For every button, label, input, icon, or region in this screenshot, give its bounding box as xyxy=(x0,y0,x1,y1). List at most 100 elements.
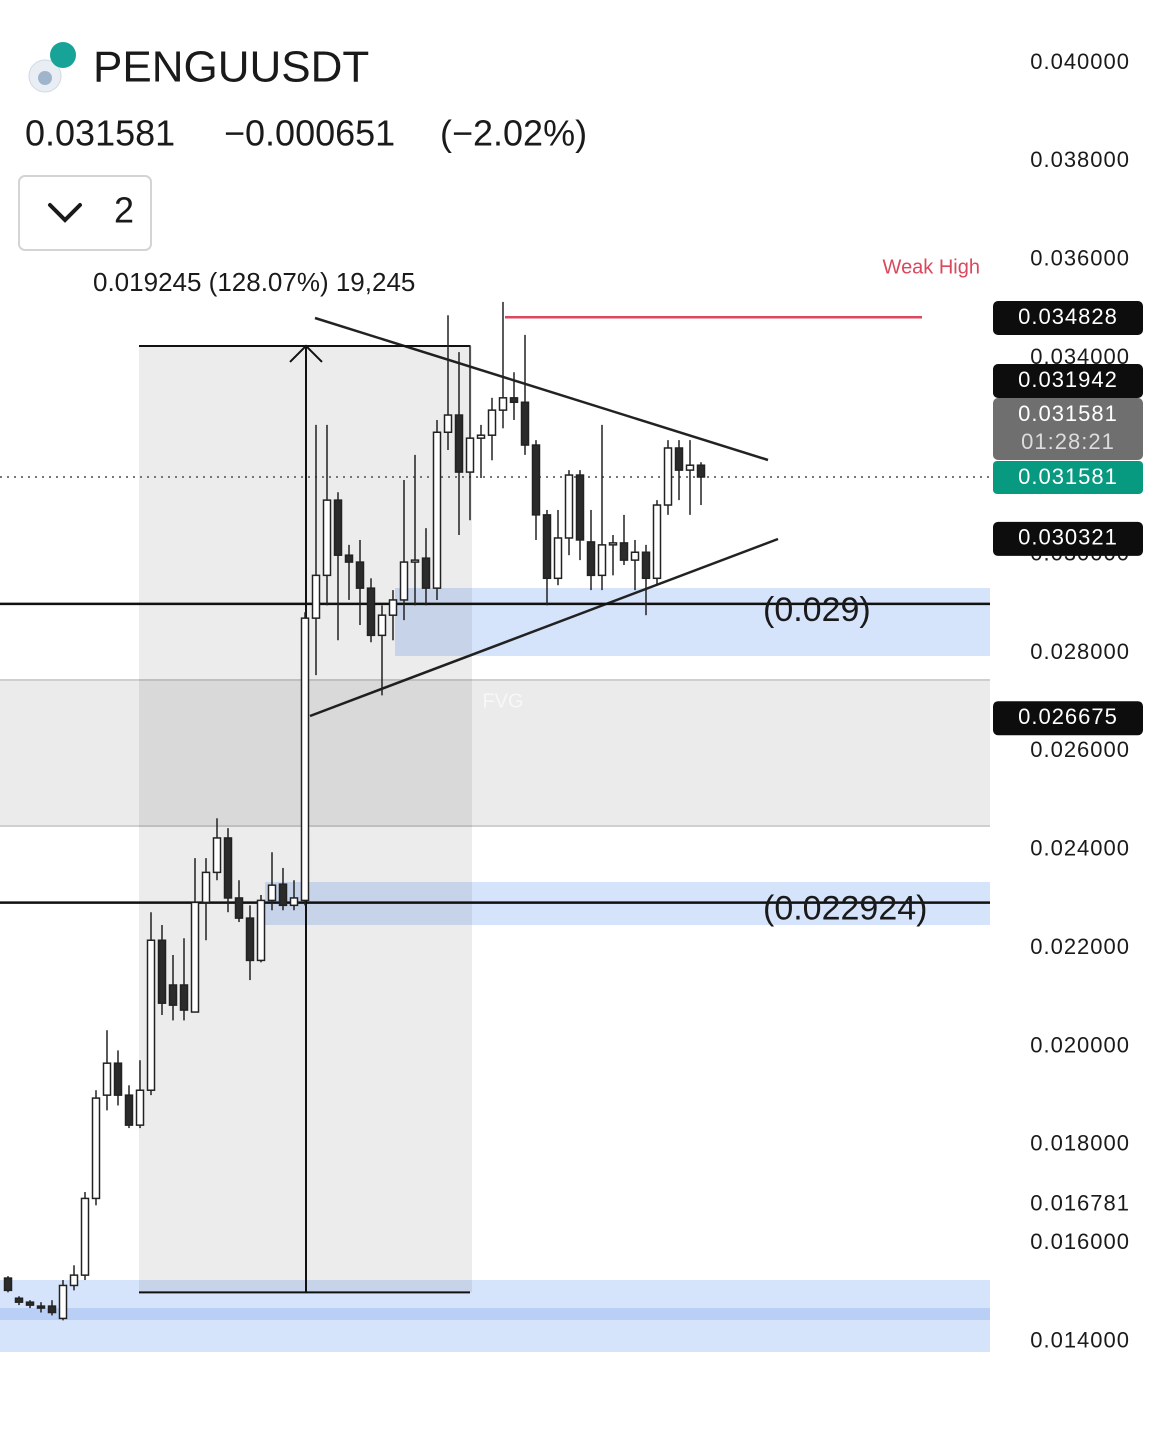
candle-body xyxy=(234,897,244,919)
candle-body xyxy=(674,447,684,471)
level-label: (0.022924) xyxy=(763,890,927,928)
logo-badge xyxy=(50,42,76,68)
candle-body xyxy=(289,897,299,907)
candle-body xyxy=(223,837,233,899)
candle-body xyxy=(531,444,541,516)
y-tick-label: 0.020000 xyxy=(1030,1032,1130,1057)
last-price: 0.031581 xyxy=(25,113,175,154)
candle-body xyxy=(3,1277,13,1292)
symbol: PENGUUSDT xyxy=(93,43,369,92)
candle-body xyxy=(388,599,398,616)
price-change: −0.000651 xyxy=(224,113,395,154)
indicator-toggle[interactable]: 2 xyxy=(18,175,152,251)
candle-body xyxy=(586,541,596,577)
candle-body xyxy=(597,544,607,577)
y-tick-label: 0.026000 xyxy=(1030,737,1130,762)
candle-body xyxy=(113,1062,123,1096)
price-tag-label: 0.030321 xyxy=(1018,525,1118,550)
candle-body xyxy=(168,984,178,1006)
price-tag-label: 0.034828 xyxy=(1018,304,1118,329)
candle-body xyxy=(300,617,310,902)
candle-body xyxy=(410,559,420,563)
demand-zone xyxy=(395,588,990,656)
candle-body xyxy=(146,939,156,1091)
trendline-lower xyxy=(309,537,779,718)
candle-body xyxy=(355,561,365,589)
indicator-count: 2 xyxy=(114,190,134,231)
price-tag-bg xyxy=(1000,1189,1140,1220)
indicator-button[interactable] xyxy=(18,175,152,251)
candle-body xyxy=(333,499,343,556)
price-tag-label: 0.026675 xyxy=(1018,704,1118,729)
candle-body xyxy=(696,464,706,478)
candle-body xyxy=(520,401,530,446)
last-price-tag xyxy=(993,460,1143,494)
weak-high-label: Weak High xyxy=(883,256,980,278)
y-tick-label: 0.028000 xyxy=(1030,639,1130,664)
candle-body xyxy=(69,1274,79,1287)
countdown-timer: 01:28:21 xyxy=(1021,429,1115,454)
candle-body xyxy=(685,464,695,471)
price-tag xyxy=(993,701,1143,736)
y-tick-label: 0.018000 xyxy=(1030,1131,1130,1156)
candle-body xyxy=(377,614,387,637)
candle-body xyxy=(124,1094,134,1126)
price-tag-label: 0.016781 xyxy=(1030,1191,1130,1216)
candle-body xyxy=(652,504,662,580)
candle-body xyxy=(465,437,475,473)
candle-body xyxy=(135,1089,145,1126)
trendline-upper xyxy=(314,316,769,462)
y-tick-label: 0.024000 xyxy=(1030,836,1130,861)
candle-body xyxy=(256,899,266,962)
logo xyxy=(38,71,52,85)
candle-body xyxy=(553,537,563,580)
candle-body xyxy=(443,414,453,434)
candle-body xyxy=(14,1297,24,1303)
candle-body xyxy=(36,1305,46,1309)
candle-body xyxy=(179,984,189,1011)
fvg-label: FVG xyxy=(482,690,523,712)
candle-body xyxy=(630,551,640,561)
candle-body xyxy=(58,1284,68,1320)
price-tag xyxy=(993,521,1143,556)
candle-body xyxy=(432,431,442,589)
candle-body xyxy=(498,397,508,411)
candle-body xyxy=(366,587,376,637)
candle-body xyxy=(91,1097,101,1200)
chevron-icon xyxy=(48,203,82,223)
candle-body xyxy=(487,409,497,436)
candle-body xyxy=(421,557,431,589)
demand-zone-core xyxy=(0,1308,990,1320)
price-tag xyxy=(993,364,1143,398)
candle-body xyxy=(311,574,321,619)
candle-body xyxy=(245,917,255,962)
candle-body xyxy=(608,542,618,546)
y-tick-label: 0.036000 xyxy=(1030,245,1130,270)
candle-body xyxy=(564,474,574,539)
candle-body xyxy=(641,551,651,580)
candle-body xyxy=(190,901,200,1013)
candle-body xyxy=(278,883,288,907)
price-tag-label: 0.031942 xyxy=(1018,367,1118,392)
candle-body xyxy=(619,542,629,561)
y-tick-label: 0.040000 xyxy=(1030,49,1130,74)
candle-body xyxy=(25,1301,35,1306)
level-label: (0.029) xyxy=(763,591,871,629)
last-price-tag-label: 0.031581 xyxy=(1018,464,1118,489)
candle-body xyxy=(509,397,519,404)
countdown-price: 0.031581 xyxy=(1018,401,1118,426)
candle-body xyxy=(454,414,464,473)
candle-body xyxy=(542,514,552,580)
measure-label: 0.019245 (128.07%) 19,245 xyxy=(93,267,415,297)
measure-arrowhead xyxy=(289,344,323,363)
y-tick-label: 0.038000 xyxy=(1030,147,1130,172)
candle-body xyxy=(399,561,409,601)
price-change-pct: (−2.02%) xyxy=(440,113,587,154)
candle-body xyxy=(267,884,277,902)
candle-body xyxy=(575,474,585,541)
candle-body xyxy=(476,434,486,439)
candle-body xyxy=(322,499,332,577)
countdown-tag xyxy=(993,398,1143,460)
